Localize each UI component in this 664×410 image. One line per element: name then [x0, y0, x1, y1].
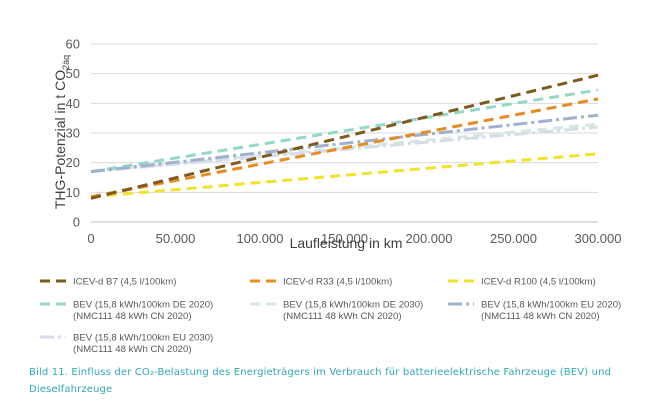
legend-label-line2: (NMC111 48 kWh CN 2020): [73, 311, 192, 322]
x-tick-label: 150.000: [321, 231, 368, 246]
y-tick-label: 60: [66, 37, 80, 52]
series-line: [90, 97, 599, 199]
legend: ICEV-d B7 (4,5 l/100km) ICEV-d R33 (4,5 l…: [40, 277, 621, 355]
y-tick-label: 50: [66, 66, 80, 81]
x-tick-label: 250.000: [490, 231, 537, 246]
y-tick-label: 40: [66, 96, 80, 111]
y-tick-label: 0: [73, 215, 80, 230]
legend-label-line2: (NMC111 48 kWh CN 2020): [73, 344, 192, 355]
y-tick-labels: 0 10 20 30 40 50 60: [66, 37, 80, 230]
x-tick-label: 50.000: [156, 231, 196, 246]
series-line: [90, 152, 599, 199]
series-line: [90, 73, 599, 200]
x-axis-title: Laufleistung in km: [290, 235, 403, 251]
x-tick-labels: 0 50.000 100.000 150.000 200.000 250.000 300.0…: [87, 231, 621, 246]
legend-label: BEV (15,8 kWh/100km DE 2020): [73, 300, 213, 311]
x-tick-label: 200.000: [406, 231, 453, 246]
y-tick-label: 10: [66, 185, 80, 200]
legend-label-line2: (NMC111 48 kWh CN 2020): [481, 311, 600, 322]
legend-label: BEV (15,8 kWh/100km EU 2020): [481, 300, 621, 311]
x-tick-label: 100.000: [237, 231, 284, 246]
series-line: [90, 88, 599, 174]
legend-label: BEV (15,8 kWh/100km DE 2030): [283, 300, 423, 311]
emissions-chart: 0 50.000 100.000 150.000 200.000 250.000 300.0…: [40, 37, 622, 355]
legend-label: ICEV-d R100 (4,5 l/100km): [481, 277, 596, 288]
figure-caption: Bild 11. Einfluss der CO₂-Belastung des …: [29, 367, 612, 395]
y-tick-label: 30: [66, 126, 80, 141]
legend-label: BEV (15,8 kWh/100km EU 2030): [73, 333, 213, 344]
y-axis-title: THG-Potenzial in t CO2äq: [52, 55, 71, 209]
series-lines: [90, 73, 599, 200]
legend-label-line2: (NMC111 48 kWh CN 2020): [283, 311, 402, 322]
x-tick-label: 0: [87, 231, 94, 246]
x-tick-label: 300.000: [575, 231, 622, 246]
legend-label: ICEV-d B7 (4,5 l/100km): [73, 277, 176, 288]
y-tick-label: 20: [66, 155, 80, 170]
legend-label: ICEV-d R33 (4,5 l/100km): [283, 277, 392, 288]
series-line: [90, 113, 599, 174]
